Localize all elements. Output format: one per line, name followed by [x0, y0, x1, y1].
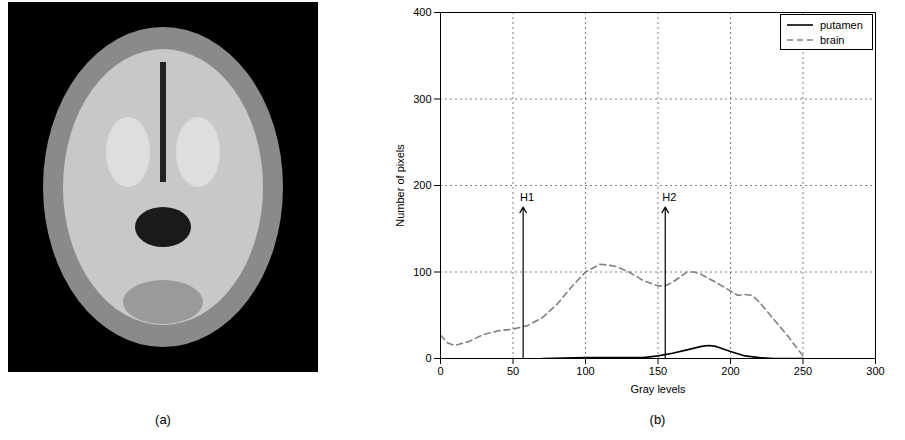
- svg-text:300: 300: [866, 365, 884, 377]
- svg-text:150: 150: [649, 365, 667, 377]
- svg-text:200: 200: [721, 365, 739, 377]
- svg-text:50: 50: [507, 365, 519, 377]
- svg-text:300: 300: [413, 93, 431, 105]
- svg-text:100: 100: [413, 266, 431, 278]
- html-text:brain: brain: [820, 33, 845, 46]
- html-text:(a): (a): [155, 412, 171, 427]
- svg-text:200: 200: [413, 179, 431, 191]
- svg-text:250: 250: [794, 365, 812, 377]
- svg-text:100: 100: [576, 365, 594, 377]
- html-text:(b): (b): [649, 412, 666, 427]
- svg-text:Gray levels: Gray levels: [630, 383, 686, 395]
- svg-text:Number of pixels: Number of pixels: [394, 144, 406, 227]
- svg-text:400: 400: [413, 6, 431, 18]
- svg-text:H2: H2: [662, 191, 676, 203]
- svg-text:H1: H1: [520, 191, 534, 203]
- svg-text:0: 0: [437, 365, 443, 377]
- svg-text:0: 0: [425, 352, 431, 364]
- html-text:putamen: putamen: [820, 18, 863, 31]
